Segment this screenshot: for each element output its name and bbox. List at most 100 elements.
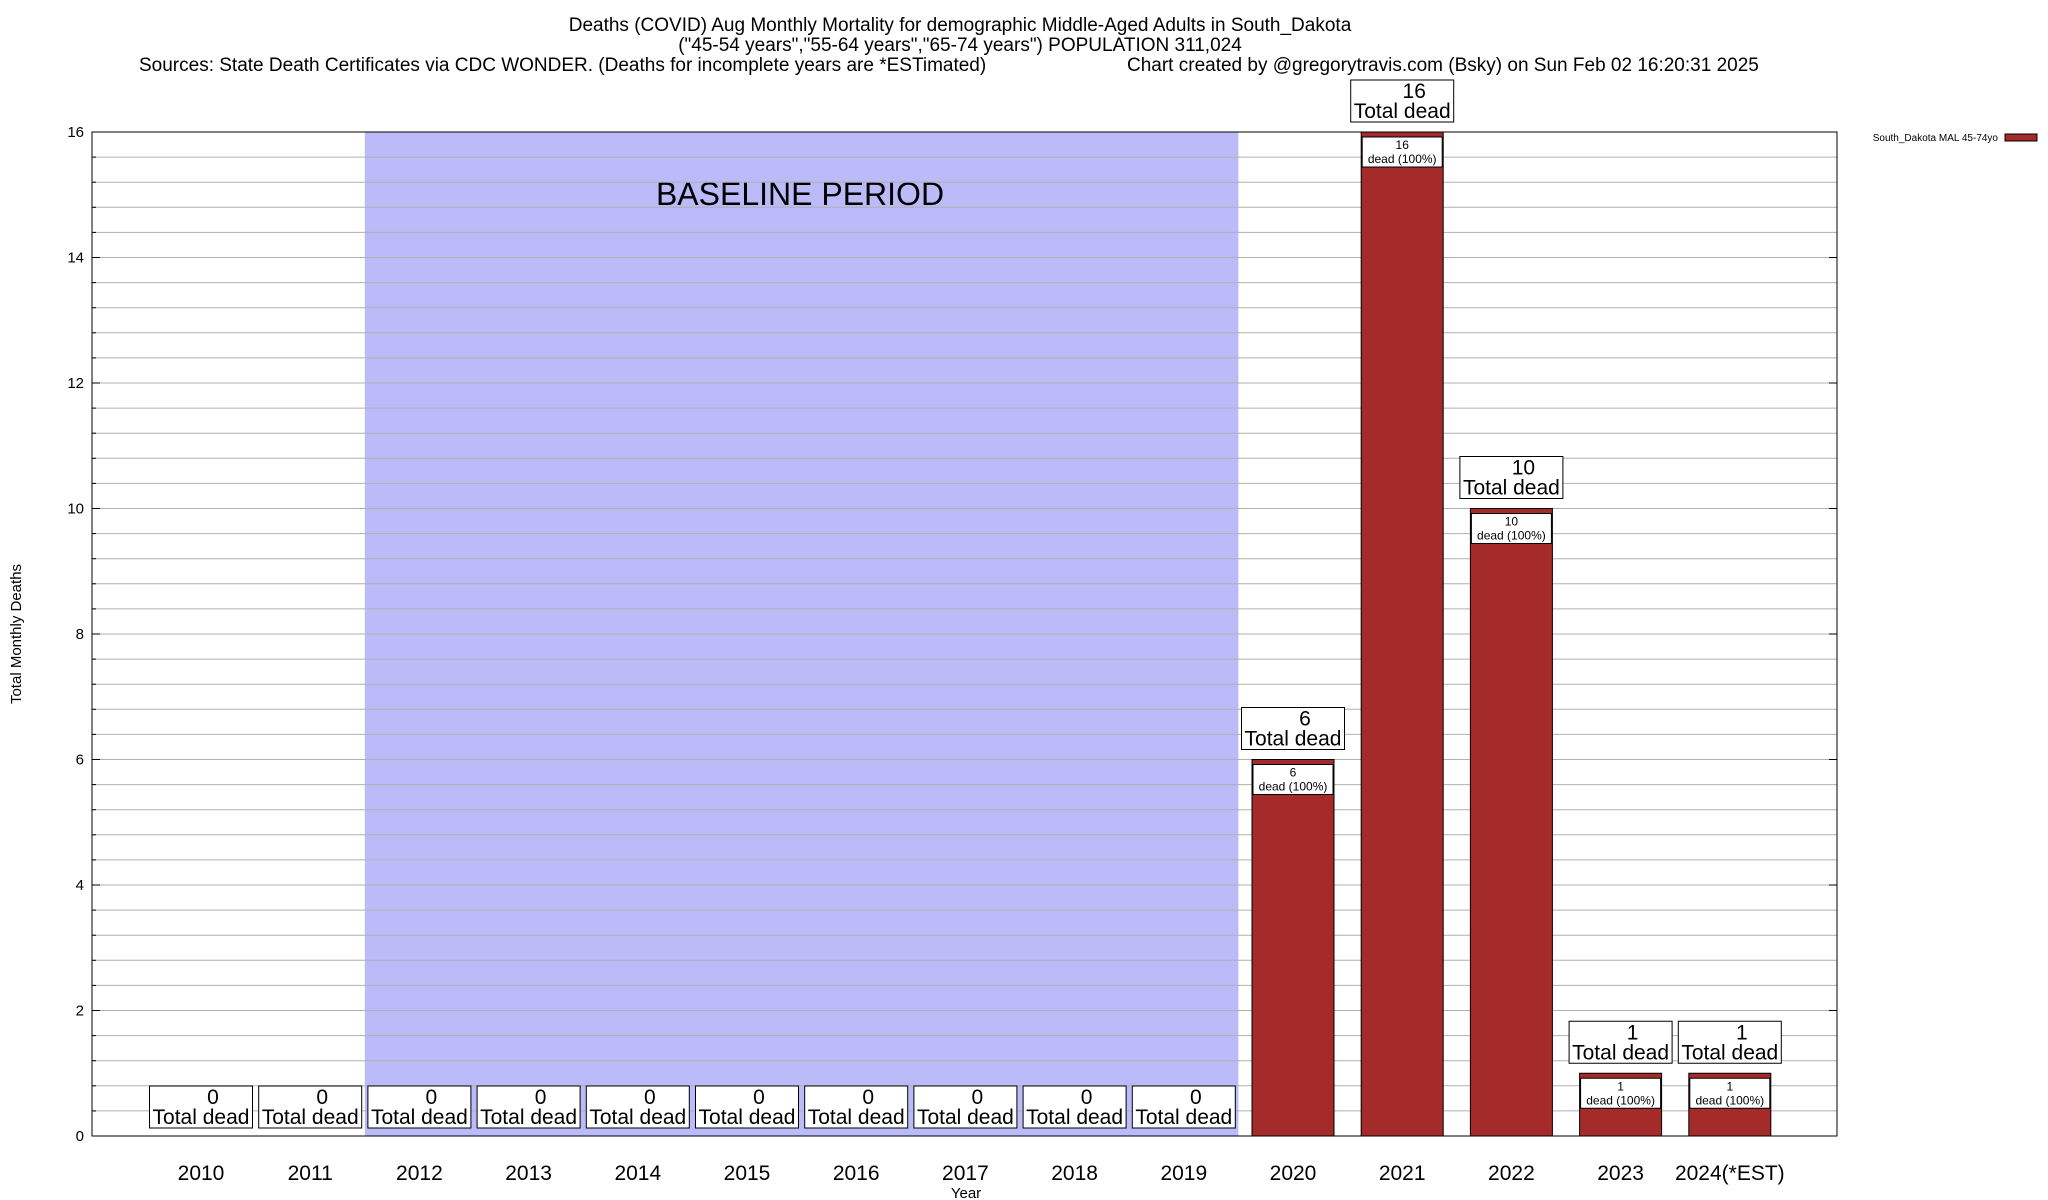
total-label-box <box>1022 1085 1127 1129</box>
chart-title-line-1: Deaths (COVID) Aug Monthly Mortality for… <box>569 15 1352 36</box>
x-tick-label: 2012 <box>396 1162 443 1185</box>
x-tick-label: 2023 <box>1597 1162 1644 1185</box>
total-dead-label: Total dead <box>917 1106 1014 1129</box>
total-dead-label: Total dead <box>1245 728 1342 751</box>
x-tick-label: 2010 <box>178 1162 225 1185</box>
x-tick-label: 2021 <box>1379 1162 1426 1185</box>
bar-inner-label-box <box>1580 1077 1662 1109</box>
total-value: 0 <box>644 1086 656 1109</box>
x-tick-label: 2016 <box>833 1162 880 1185</box>
chart-sources: Sources: State Death Certificates via CD… <box>139 55 986 76</box>
y-tick-label: 6 <box>76 752 84 769</box>
legend-swatch <box>2004 133 2038 142</box>
bar-inner-percent: dead (100%) <box>1586 1093 1655 1107</box>
bar-inner-value: 10 <box>1505 515 1519 529</box>
total-dead-label: Total dead <box>1026 1106 1123 1129</box>
total-label-box <box>258 1085 363 1129</box>
total-value: 10 <box>1512 457 1535 480</box>
total-dead-label: Total dead <box>1681 1041 1778 1064</box>
total-dead-label: Total dead <box>153 1106 250 1129</box>
x-tick-label: 2018 <box>1051 1162 1098 1185</box>
x-tick-label: 2022 <box>1488 1162 1535 1185</box>
total-dead-label: Total dead <box>1135 1106 1232 1129</box>
total-value: 6 <box>1299 708 1311 731</box>
total-label-box <box>1350 79 1455 123</box>
total-value: 1 <box>1736 1021 1748 1044</box>
total-value: 0 <box>1190 1086 1202 1109</box>
bar-inner-value: 1 <box>1726 1079 1733 1093</box>
total-label-box <box>1677 1020 1782 1064</box>
bar-inner-value: 16 <box>1396 138 1410 152</box>
x-axis-label: Year <box>951 1185 981 1200</box>
total-label-box <box>913 1085 1018 1129</box>
bar-inner-label-box <box>1470 513 1552 544</box>
total-label-box <box>476 1085 581 1129</box>
y-tick-label: 0 <box>76 1128 84 1145</box>
total-dead-label: Total dead <box>1354 100 1451 123</box>
total-dead-label: Total dead <box>589 1106 686 1129</box>
chart-title-line-2: ("45-54 years","55-64 years","65-74 year… <box>678 35 1242 56</box>
legend: South_Dakota MAL 45-74yo <box>1873 133 2038 144</box>
x-tick-label: 2019 <box>1160 1162 1207 1185</box>
y-tick-label: 8 <box>76 626 84 643</box>
baseline-period-label: BASELINE PERIOD <box>656 176 944 212</box>
total-value: 0 <box>753 1086 765 1109</box>
chart-credit: Chart created by @gregorytravis.com (Bsk… <box>1127 55 1759 76</box>
bar-inner-value: 6 <box>1290 766 1297 780</box>
bar <box>1360 131 1444 1137</box>
total-label-box <box>1459 456 1564 499</box>
total-label-box <box>695 1085 799 1129</box>
total-label-box <box>804 1085 909 1129</box>
x-axis-ticks: 2010 2011 2012 2013 2014 2015 2016 2017 2018 2019… <box>178 1162 1785 1185</box>
total-value: 0 <box>207 1086 219 1109</box>
total-value: 0 <box>972 1086 984 1109</box>
bar-inner-label-box <box>1252 764 1334 795</box>
bar-inner-percent: dead (100%) <box>1259 780 1328 794</box>
x-tick-label: 2013 <box>505 1162 552 1185</box>
total-dead-label: Total dead <box>808 1106 905 1129</box>
total-value: 1 <box>1627 1021 1639 1044</box>
y-axis-label: Total Monthly Deaths <box>8 564 25 704</box>
total-value: 16 <box>1403 80 1426 103</box>
total-dead-label: Total dead <box>262 1106 359 1129</box>
x-tick-label: 2017 <box>942 1162 989 1185</box>
y-tick-label: 12 <box>67 375 84 392</box>
bar-inner-label-box <box>1689 1077 1771 1109</box>
x-tick-label: 2024(*EST) <box>1675 1162 1785 1185</box>
total-label-box <box>1241 707 1345 750</box>
total-value: 0 <box>426 1086 438 1109</box>
total-value: 0 <box>862 1086 874 1109</box>
bar-inner-label-box <box>1361 136 1443 168</box>
total-dead-label: Total dead <box>480 1106 577 1129</box>
bar <box>1251 759 1335 1137</box>
x-tick-label: 2015 <box>724 1162 771 1185</box>
y-tick-label: 16 <box>67 124 84 141</box>
total-label-box <box>149 1085 253 1129</box>
legend-label: South_Dakota MAL 45-74yo <box>1873 133 1999 144</box>
total-value: 0 <box>535 1086 547 1109</box>
y-tick-label: 10 <box>67 501 84 518</box>
total-label-box <box>1131 1085 1236 1129</box>
y-tick-label: 14 <box>67 250 84 267</box>
bar-inner-percent: dead (100%) <box>1368 152 1437 166</box>
x-tick-label: 2020 <box>1270 1162 1317 1185</box>
total-dead-label: Total dead <box>1463 477 1560 500</box>
bar-inner-value: 1 <box>1617 1079 1624 1093</box>
total-dead-label: Total dead <box>1572 1041 1669 1064</box>
total-dead-label: Total dead <box>699 1106 796 1129</box>
total-dead-label: Total dead <box>371 1106 468 1129</box>
x-tick-label: 2014 <box>614 1162 661 1185</box>
bar-inner-percent: dead (100%) <box>1477 529 1546 543</box>
total-label-box <box>585 1085 690 1129</box>
y-tick-label: 4 <box>76 877 84 894</box>
total-value: 0 <box>1081 1086 1093 1109</box>
total-value: 0 <box>316 1086 328 1109</box>
bar <box>1469 508 1553 1137</box>
x-tick-label: 2011 <box>288 1162 333 1185</box>
total-label-box <box>367 1085 472 1129</box>
y-tick-label: 2 <box>76 1003 84 1020</box>
bar-inner-percent: dead (100%) <box>1695 1093 1764 1107</box>
